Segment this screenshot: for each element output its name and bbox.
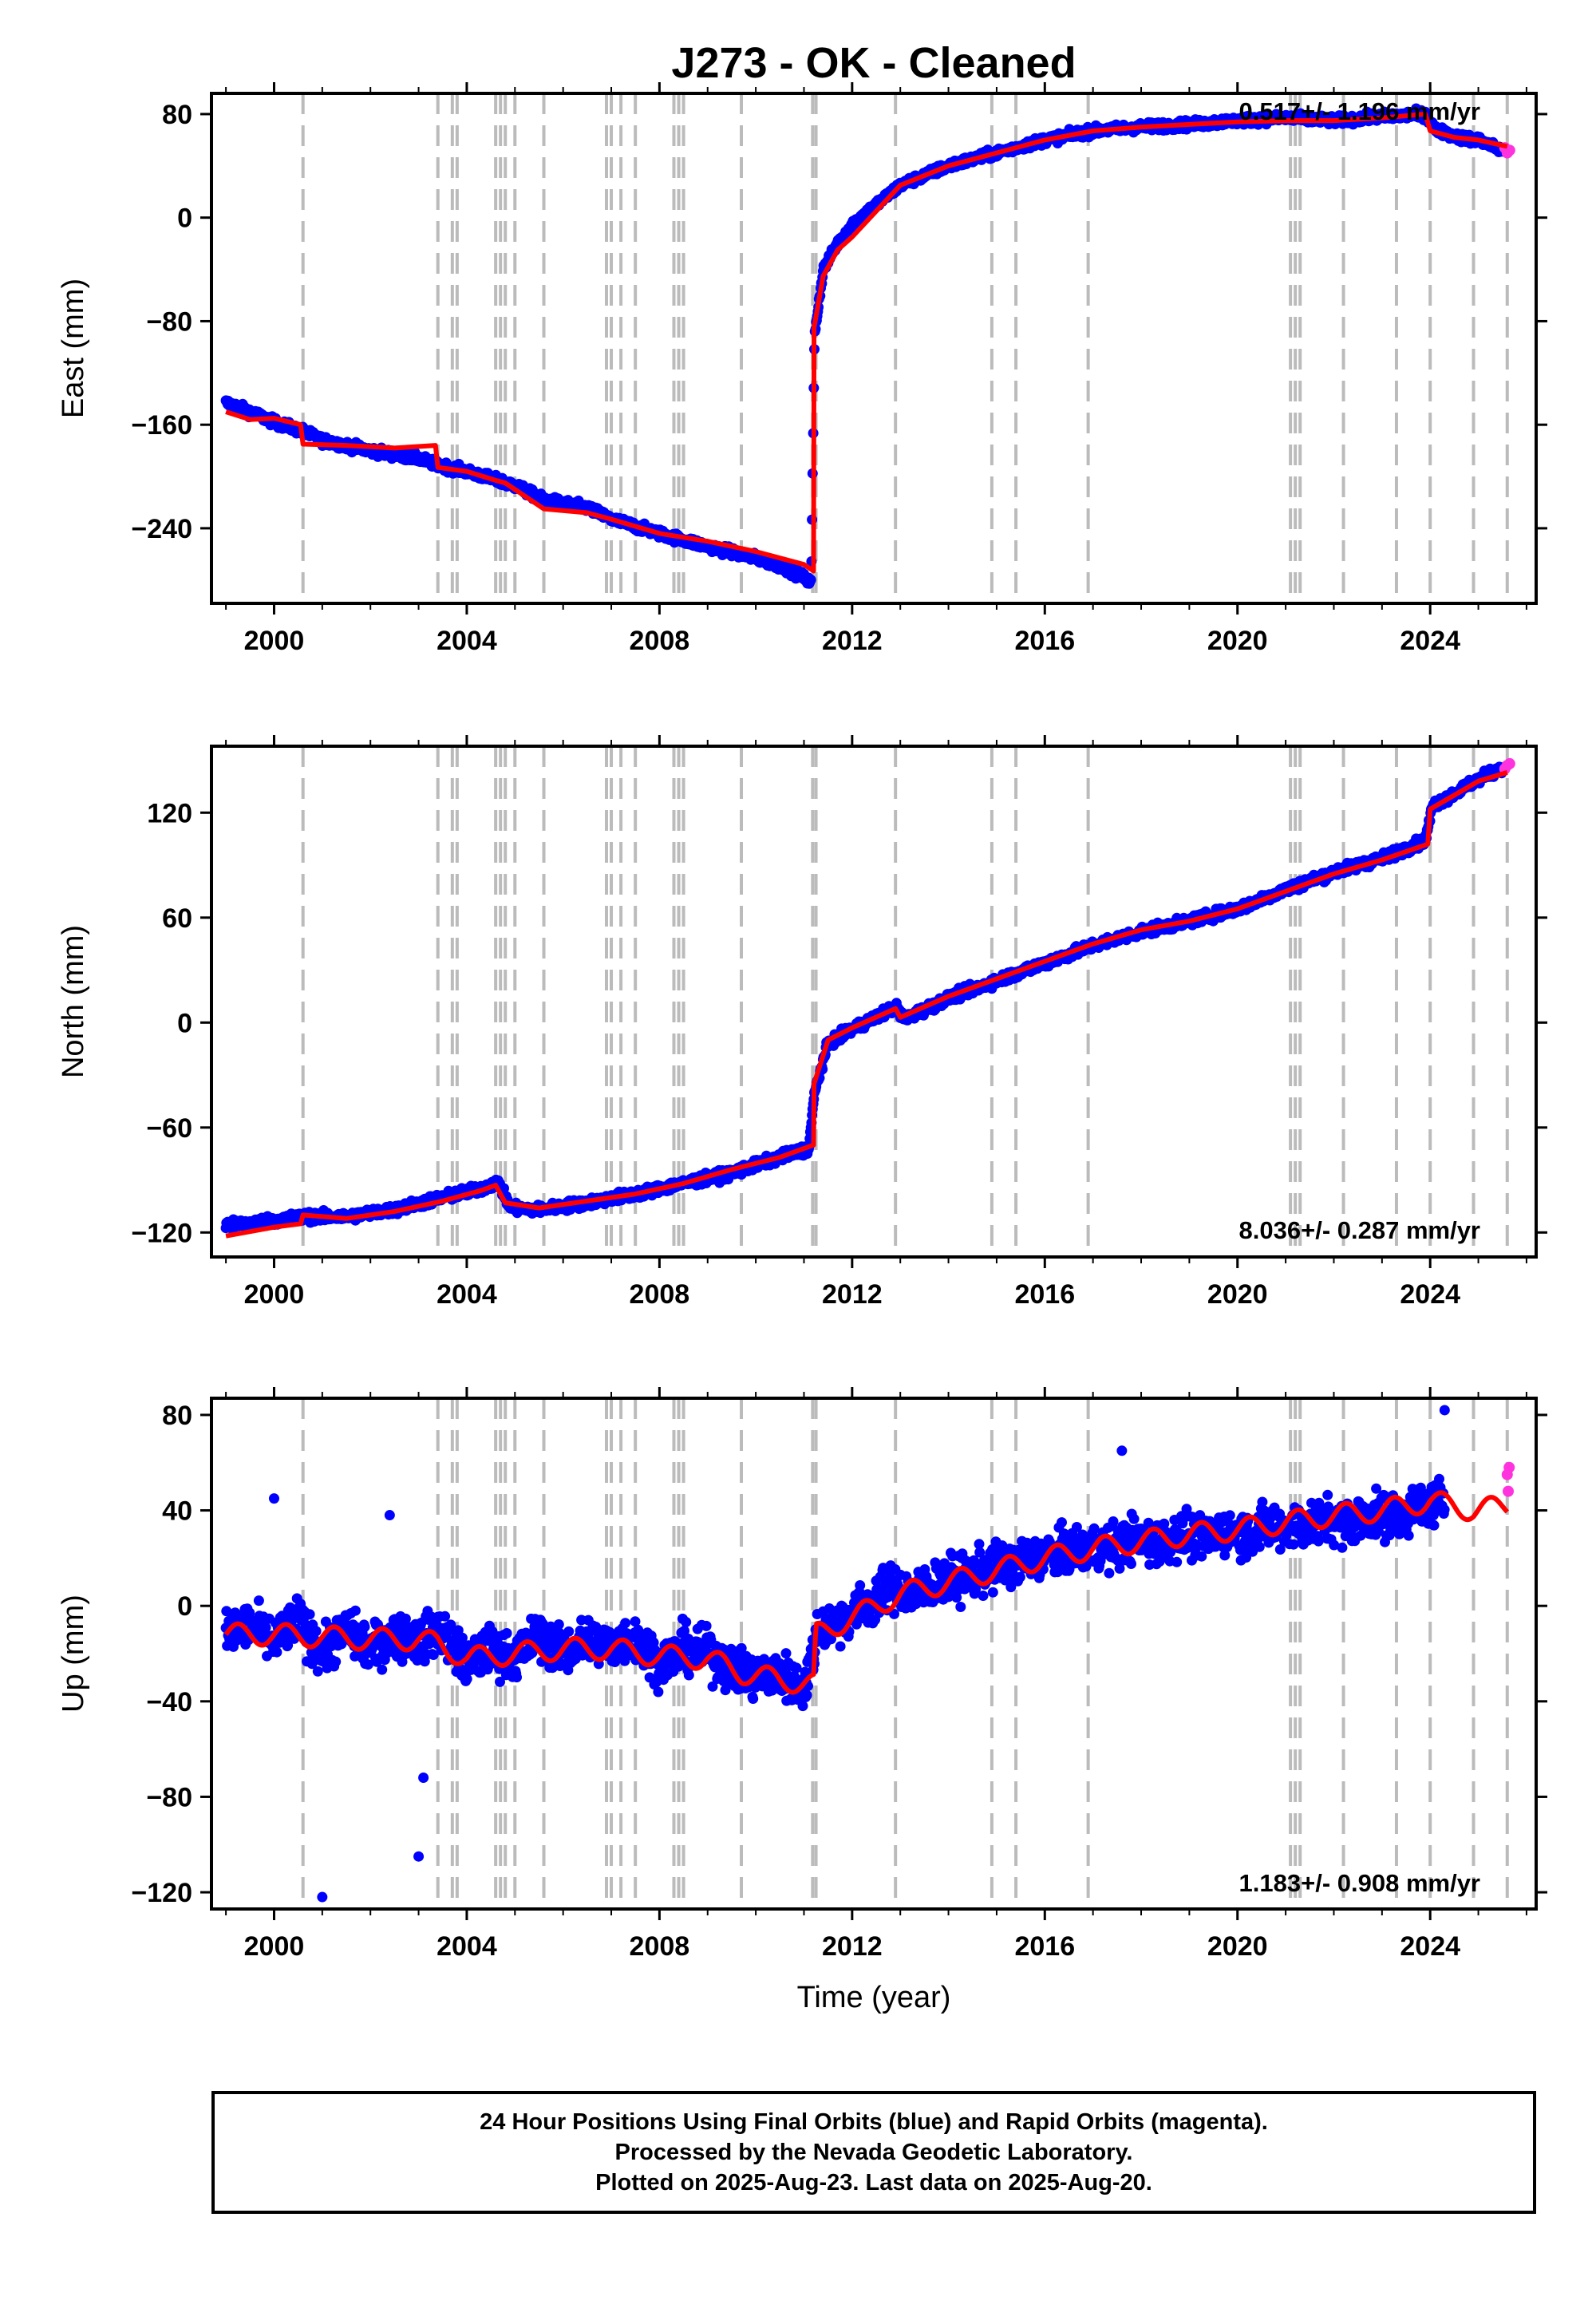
y-tick-label: −240 bbox=[131, 514, 192, 544]
up-panel: 2000 2004 2008 2012 2016 2020 202480400−40−80−… bbox=[57, 1387, 1547, 1962]
east-panel: 2000 2004 2008 2012 2016 2020 2024 80 0 −80 −160 −2… bbox=[57, 82, 1547, 656]
plot-area bbox=[220, 93, 1515, 603]
plot-area bbox=[220, 1398, 1515, 1909]
plot-frame bbox=[210, 92, 1538, 605]
y-tick-label: −160 bbox=[131, 410, 192, 441]
x-tick-label: 2000 bbox=[244, 626, 305, 656]
final-point bbox=[310, 1626, 322, 1637]
final-point bbox=[260, 1622, 271, 1633]
x-tick-label: 2020 bbox=[1207, 1279, 1268, 1310]
final-point bbox=[377, 1664, 388, 1675]
y-tick-label: 0 bbox=[177, 1008, 192, 1038]
north-panel: 2000 2004 2008 2012 2016 2020 2024 120 60 0 −60 −12… bbox=[57, 735, 1547, 1310]
x-tick-label: 2016 bbox=[1014, 1279, 1075, 1310]
final-point bbox=[350, 1605, 361, 1616]
final-points bbox=[220, 103, 1507, 589]
final-point bbox=[362, 1659, 373, 1670]
rate-label: 8.036+/- 0.287 mm/yr bbox=[1239, 1216, 1480, 1244]
y-tick-label: 60 bbox=[162, 903, 192, 934]
x-tick-label: 2016 bbox=[1014, 626, 1075, 656]
model-line bbox=[225, 111, 1508, 574]
y-tick-label: −60 bbox=[146, 1113, 192, 1144]
x-tick-label: 2008 bbox=[630, 626, 690, 656]
y-axis-label: North (mm) bbox=[57, 925, 90, 1078]
x-tick-label: 2024 bbox=[1400, 1279, 1460, 1310]
final-point bbox=[805, 575, 816, 586]
rapid-point bbox=[1503, 757, 1515, 769]
plot-frame bbox=[210, 745, 1538, 1259]
x-tick-label: 2020 bbox=[1207, 626, 1268, 656]
y-tick-label: 0 bbox=[177, 204, 192, 234]
y-tick-label: −80 bbox=[146, 306, 192, 337]
figure-title: J273 - OK - Cleaned bbox=[671, 39, 1076, 87]
x-tick-label: 2008 bbox=[630, 1279, 690, 1310]
x-tick-label: 2012 bbox=[822, 626, 883, 656]
model-line bbox=[225, 770, 1508, 1239]
y-tick-label: 80 bbox=[162, 100, 192, 130]
rate-label: 0.517+/- 1.196 mm/yr bbox=[1239, 97, 1480, 125]
x-tick-label: 2024 bbox=[1400, 626, 1460, 656]
x-tick-label: 2012 bbox=[822, 1279, 883, 1310]
x-tick-label: 2000 bbox=[244, 1279, 305, 1310]
final-point bbox=[304, 1609, 315, 1620]
y-axis-label: East (mm) bbox=[57, 279, 90, 418]
final-point bbox=[359, 1622, 370, 1632]
y-tick-label: 120 bbox=[147, 798, 192, 828]
final-point bbox=[271, 1646, 282, 1658]
final-points bbox=[220, 1473, 1450, 1712]
x-tick-label: 2004 bbox=[437, 1279, 497, 1310]
final-point bbox=[312, 1666, 323, 1677]
y-tick-label: −120 bbox=[131, 1218, 192, 1248]
x-tick-label: 2004 bbox=[437, 626, 497, 656]
final-point bbox=[282, 1640, 294, 1651]
plot-area bbox=[220, 746, 1515, 1257]
final-points bbox=[220, 761, 1507, 1234]
final-point bbox=[330, 1656, 342, 1667]
final-point bbox=[253, 1595, 264, 1607]
